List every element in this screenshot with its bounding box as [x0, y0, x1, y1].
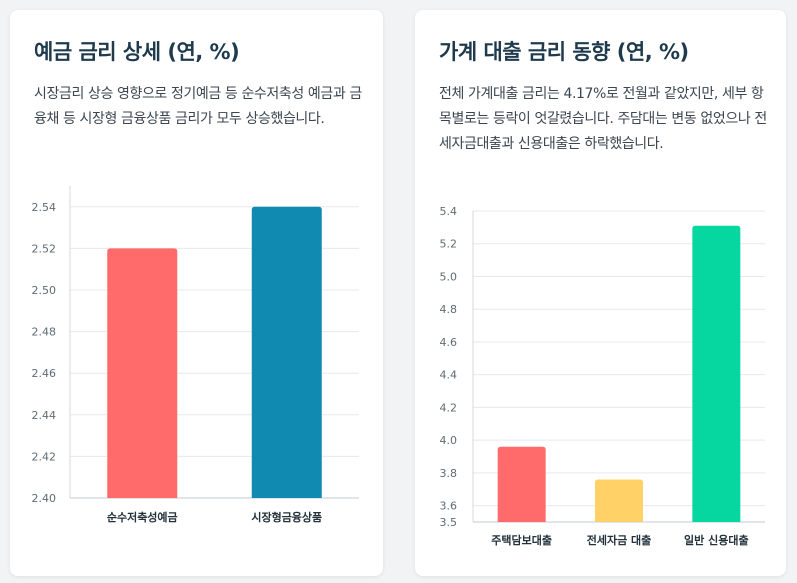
bar-주택담보대출[interactable] — [497, 446, 546, 522]
x-category-label: 순수저축성예금 — [107, 510, 178, 524]
deposit-rate-title: 예금 금리 상세 (연, %) — [34, 40, 240, 64]
y-tick-label: 2.40 — [32, 492, 57, 505]
x-category-label: 시장형금융상품 — [251, 510, 322, 524]
y-tick-label: 4.4 — [440, 369, 458, 382]
bar-전세자금-대출[interactable] — [595, 479, 643, 522]
deposit-rate-card: 예금 금리 상세 (연, %) 시장금리 상승 영향으로 정기예금 등 순수저축… — [10, 10, 383, 576]
deposit-rate-description: 시장금리 상승 영향으로 정기예금 등 순수저축성 예금과 금융채 등 시장형 … — [34, 86, 362, 127]
y-tick-label: 2.48 — [32, 326, 57, 339]
y-tick-label: 5.2 — [440, 238, 458, 251]
y-tick-label: 2.54 — [32, 201, 57, 214]
deposit-rate-bar-chart: 2.40 2.42 2.44 2.46 2.48 2.50 2.52 2.54 순수저축성예금 시… — [32, 186, 359, 524]
y-tick-label: 5.4 — [440, 205, 458, 218]
y-tick-label: 4.2 — [440, 401, 458, 414]
y-tick-label: 2.50 — [32, 284, 57, 297]
x-category-label: 일반 신용대출 — [684, 533, 749, 547]
y-tick-label: 2.52 — [32, 242, 57, 255]
y-tick-label: 4.8 — [440, 303, 458, 316]
y-tick-label: 2.46 — [32, 367, 57, 380]
bar-순수저축성예금[interactable] — [107, 248, 178, 498]
x-category-label: 전세자금 대출 — [587, 533, 652, 547]
bar-일반-신용대출[interactable] — [692, 225, 741, 523]
y-tick-label: 5.0 — [440, 270, 458, 283]
y-tick-label: 3.6 — [440, 500, 458, 513]
y-tick-label: 3.5 — [440, 516, 458, 529]
loan-rate-bar-chart: 3.5 3.6 3.8 4.0 4.2 4.4 4.6 4.8 5.0 5.2 5.4 주택담보대출 전… — [440, 205, 765, 547]
loan-rate-title: 가계 대출 금리 동향 (연, %) — [439, 40, 689, 64]
x-category-label: 주택담보대출 — [491, 533, 552, 547]
loan-rate-description: 전체 가계대출 금리는 4.17%로 전월과 같았지만, 세부 항목별로는 등락… — [439, 86, 767, 152]
y-tick-label: 4.6 — [440, 336, 458, 349]
y-tick-label: 2.42 — [32, 450, 57, 463]
y-tick-label: 2.44 — [32, 409, 57, 422]
bar-시장형금융상품[interactable] — [251, 206, 322, 499]
y-tick-label: 4.0 — [440, 434, 458, 447]
y-tick-label: 3.8 — [440, 467, 458, 480]
loan-rate-card: 가계 대출 금리 동향 (연, %) 전체 가계대출 금리는 4.17%로 전월… — [415, 10, 786, 576]
